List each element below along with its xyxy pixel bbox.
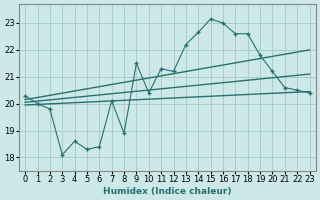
X-axis label: Humidex (Indice chaleur): Humidex (Indice chaleur)	[103, 187, 232, 196]
